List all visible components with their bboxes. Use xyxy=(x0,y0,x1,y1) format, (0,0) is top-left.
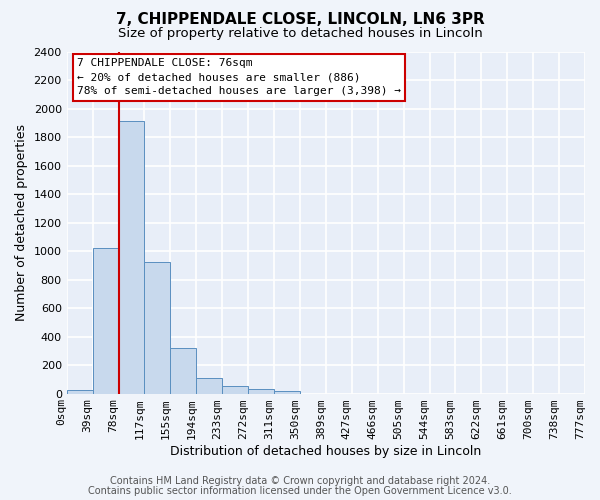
Bar xyxy=(170,348,196,394)
Bar xyxy=(145,262,170,394)
Text: Contains HM Land Registry data © Crown copyright and database right 2024.: Contains HM Land Registry data © Crown c… xyxy=(110,476,490,486)
Bar xyxy=(67,390,92,394)
Bar xyxy=(119,122,145,394)
Text: Contains public sector information licensed under the Open Government Licence v3: Contains public sector information licen… xyxy=(88,486,512,496)
Bar xyxy=(196,378,222,394)
Text: 7 CHIPPENDALE CLOSE: 76sqm
← 20% of detached houses are smaller (886)
78% of sem: 7 CHIPPENDALE CLOSE: 76sqm ← 20% of deta… xyxy=(77,58,401,96)
Bar xyxy=(274,392,300,394)
Y-axis label: Number of detached properties: Number of detached properties xyxy=(15,124,28,321)
Text: Size of property relative to detached houses in Lincoln: Size of property relative to detached ho… xyxy=(118,28,482,40)
Bar xyxy=(222,386,248,394)
Bar xyxy=(92,248,119,394)
Text: 7, CHIPPENDALE CLOSE, LINCOLN, LN6 3PR: 7, CHIPPENDALE CLOSE, LINCOLN, LN6 3PR xyxy=(116,12,484,28)
Bar xyxy=(248,388,274,394)
X-axis label: Distribution of detached houses by size in Lincoln: Distribution of detached houses by size … xyxy=(170,444,481,458)
